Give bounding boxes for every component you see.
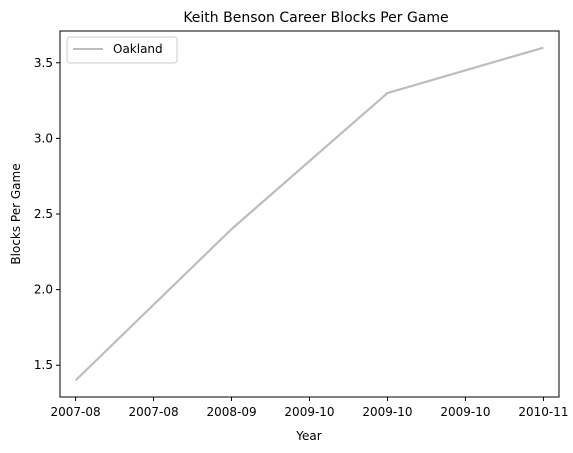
y-tick-label: 3.0 [34, 131, 53, 145]
x-tick-label: 2009-10 [284, 405, 334, 419]
legend-box [66, 36, 178, 64]
x-tick-label: 2007-08 [128, 405, 178, 419]
series-layer [74, 46, 544, 382]
x-tick-label: 2008-09 [206, 405, 256, 419]
legend-label-oakland: Oakland [113, 42, 163, 56]
plot-area [59, 30, 560, 398]
y-axis-label: Blocks Per Game [9, 163, 23, 264]
y-tick-label: 3.5 [34, 56, 53, 70]
x-axis: 2007-08 2007-08 2008-09 2009-10 2009-10 2009-… [51, 397, 568, 419]
y-tick-label: 1.5 [34, 358, 53, 372]
series-line-oakland [74, 46, 544, 382]
x-axis-label: Year [295, 429, 321, 443]
x-tick-label: 2009-10 [362, 405, 412, 419]
y-tick-label: 2.5 [34, 207, 53, 221]
chart-title: Keith Benson Career Blocks Per Game [183, 10, 448, 26]
y-tick-label: 2.0 [34, 283, 53, 297]
x-tick-label: 2010-11 [518, 405, 568, 419]
legend: Oakland [66, 36, 178, 64]
x-tick-label: 2009-10 [440, 405, 490, 419]
x-tick-label: 2007-08 [51, 405, 101, 419]
y-axis: 1.5 2.0 2.5 3.0 3.5 [34, 56, 60, 372]
